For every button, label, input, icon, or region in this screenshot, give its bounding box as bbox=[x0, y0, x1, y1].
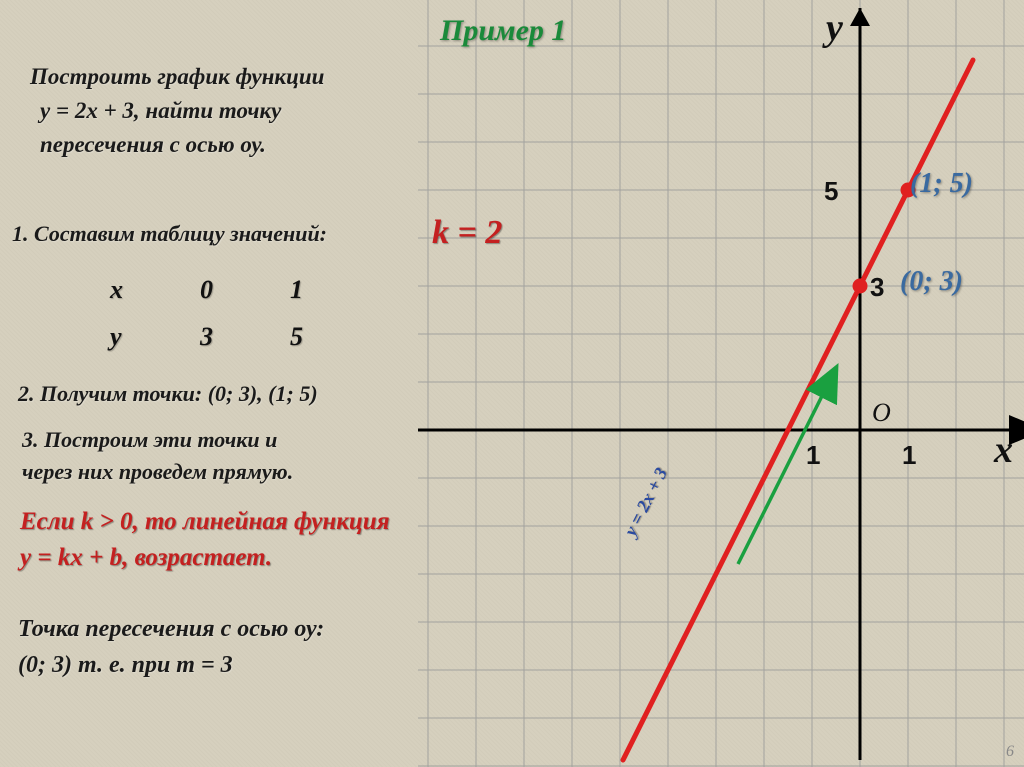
x-axis-label: х bbox=[994, 428, 1013, 472]
example-title: Пример 1 bbox=[440, 14, 566, 48]
pt-label-03: (0; 3) bbox=[900, 266, 963, 298]
conclusion-l1: Точка пересечения с осью оу: bbox=[18, 612, 324, 647]
tbl-y-label: у bbox=[110, 322, 122, 352]
xtick-right: 1 bbox=[902, 440, 916, 471]
pt-label-15: (1; 5) bbox=[910, 168, 973, 200]
step2-pts: (0; 3), (1; 5) bbox=[208, 381, 318, 406]
task-line2: у = 2х + 3, найти точку bbox=[40, 94, 281, 127]
tbl-y0: 3 bbox=[200, 322, 213, 352]
k-annotation: k = 2 bbox=[432, 214, 502, 252]
step3-l1: 3. Построим эти точки и bbox=[22, 424, 277, 456]
y-axis-label: у bbox=[826, 6, 843, 50]
inc-arrow bbox=[738, 388, 826, 564]
task-line3: пересечения с осью оу. bbox=[40, 128, 266, 161]
step2: 2. Получим точки: (0; 3), (1; 5) bbox=[18, 378, 318, 410]
page-number: 6 bbox=[1006, 743, 1014, 761]
origin-label: О bbox=[872, 398, 891, 428]
tbl-x-label: х bbox=[110, 275, 123, 305]
conclusion-l2: (0; 3) т. е. при т = 3 bbox=[18, 648, 233, 683]
ytick-5: 5 bbox=[824, 176, 838, 207]
step3-l2: через них проведем прямую. bbox=[22, 456, 293, 488]
tbl-y1: 5 bbox=[290, 322, 303, 352]
xtick-left: 1 bbox=[806, 440, 820, 471]
tbl-x1: 1 bbox=[290, 275, 303, 305]
task-line1: Построить график функции bbox=[30, 60, 324, 93]
rule-l2: у = kx + b, возрастает. bbox=[20, 544, 272, 572]
rule-l1: Если k > 0, то линейная функция bbox=[20, 508, 390, 536]
ytick-3: 3 bbox=[870, 272, 884, 303]
tbl-x0: 0 bbox=[200, 275, 213, 305]
step1: 1. Составим таблицу значений: bbox=[12, 218, 327, 250]
step2-prefix: 2. Получим точки: bbox=[18, 381, 208, 406]
